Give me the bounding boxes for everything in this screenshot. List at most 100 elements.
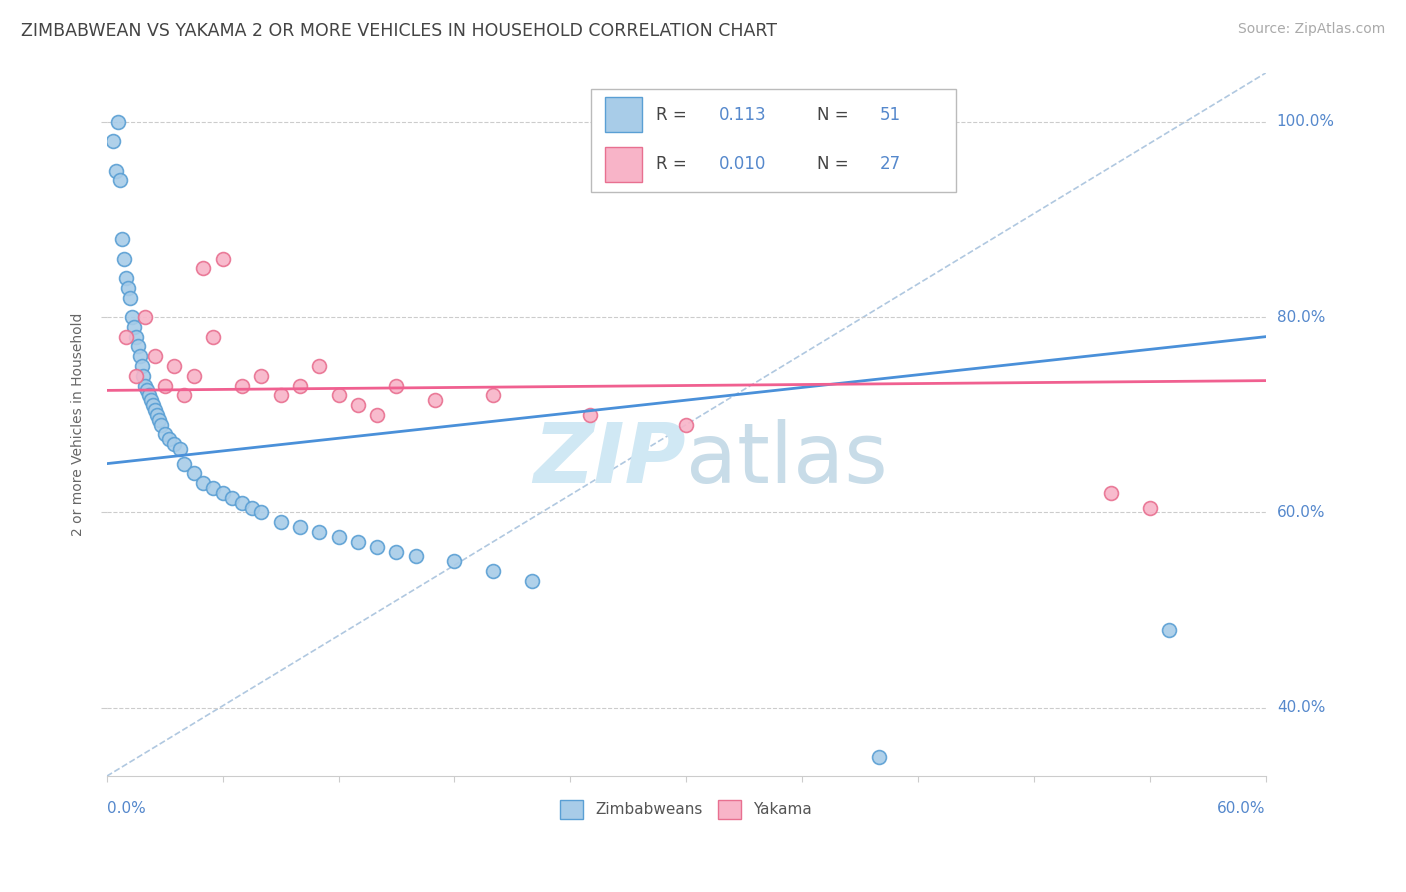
- Point: [143, 403, 166, 417]
- Point: [211, 486, 233, 500]
- Text: ZIMBABWEAN VS YAKAMA 2 OR MORE VEHICLES IN HOUSEHOLD CORRELATION CHART: ZIMBABWEAN VS YAKAMA 2 OR MORE VEHICLES …: [21, 22, 778, 40]
- Point: [385, 544, 408, 558]
- Point: [347, 398, 370, 412]
- Text: R =: R =: [657, 155, 692, 173]
- Point: [270, 515, 292, 529]
- Text: 0.010: 0.010: [718, 155, 766, 173]
- Point: [149, 417, 172, 432]
- Point: [231, 378, 253, 392]
- Point: [110, 173, 132, 187]
- Text: atlas: atlas: [686, 419, 889, 500]
- Point: [148, 413, 170, 427]
- Point: [128, 349, 150, 363]
- Point: [111, 232, 134, 246]
- Point: [308, 524, 330, 539]
- Point: [1157, 623, 1180, 637]
- Point: [163, 437, 186, 451]
- Point: [122, 319, 145, 334]
- Point: [250, 368, 273, 383]
- Point: [231, 496, 253, 510]
- Text: 60.0%: 60.0%: [1277, 505, 1326, 520]
- Point: [143, 349, 166, 363]
- Point: [115, 329, 138, 343]
- Point: [482, 388, 505, 402]
- Point: [117, 281, 139, 295]
- Point: [193, 476, 215, 491]
- Text: 100.0%: 100.0%: [1277, 114, 1334, 129]
- Point: [141, 393, 163, 408]
- Point: [183, 467, 205, 481]
- Point: [132, 368, 155, 383]
- Point: [169, 442, 191, 456]
- Point: [482, 564, 505, 578]
- Point: [366, 540, 388, 554]
- Point: [157, 432, 180, 446]
- Point: [131, 359, 153, 373]
- Point: [118, 291, 141, 305]
- Point: [211, 252, 233, 266]
- Point: [423, 393, 446, 408]
- Point: [578, 408, 600, 422]
- Text: Source: ZipAtlas.com: Source: ZipAtlas.com: [1237, 22, 1385, 37]
- Point: [183, 368, 205, 383]
- Point: [201, 481, 224, 495]
- Point: [134, 310, 156, 325]
- Text: 40.0%: 40.0%: [1277, 700, 1324, 715]
- Point: [240, 500, 263, 515]
- Legend: Zimbabweans, Yakama: Zimbabweans, Yakama: [554, 794, 818, 825]
- Point: [163, 359, 186, 373]
- Point: [1099, 486, 1122, 500]
- Point: [288, 378, 311, 392]
- Point: [328, 530, 350, 544]
- Point: [101, 134, 124, 148]
- Point: [173, 388, 195, 402]
- Text: ZIP: ZIP: [534, 419, 686, 500]
- Point: [153, 427, 176, 442]
- Point: [107, 115, 129, 129]
- Point: [328, 388, 350, 402]
- Text: 0.113: 0.113: [718, 106, 766, 124]
- Point: [221, 491, 243, 505]
- Point: [347, 534, 370, 549]
- Text: 51: 51: [879, 106, 900, 124]
- Point: [308, 359, 330, 373]
- Y-axis label: 2 or more Vehicles in Household: 2 or more Vehicles in Household: [72, 313, 86, 536]
- FancyBboxPatch shape: [605, 146, 641, 181]
- Point: [142, 398, 165, 412]
- Point: [675, 417, 697, 432]
- Text: 60.0%: 60.0%: [1218, 801, 1265, 816]
- Text: 80.0%: 80.0%: [1277, 310, 1324, 325]
- Point: [193, 261, 215, 276]
- Point: [385, 378, 408, 392]
- Text: 27: 27: [879, 155, 900, 173]
- Text: N =: N =: [817, 106, 853, 124]
- Point: [115, 271, 138, 285]
- Point: [1139, 500, 1161, 515]
- Point: [250, 506, 273, 520]
- Point: [134, 378, 156, 392]
- Point: [153, 378, 176, 392]
- Point: [201, 329, 224, 343]
- Point: [125, 329, 148, 343]
- Point: [146, 408, 169, 422]
- Point: [868, 749, 890, 764]
- Point: [405, 549, 427, 564]
- Point: [366, 408, 388, 422]
- Text: R =: R =: [657, 106, 692, 124]
- Point: [105, 163, 128, 178]
- Point: [270, 388, 292, 402]
- Point: [520, 574, 543, 588]
- FancyBboxPatch shape: [591, 89, 956, 192]
- Text: 0.0%: 0.0%: [107, 801, 145, 816]
- Point: [127, 339, 149, 353]
- Point: [121, 310, 143, 325]
- Point: [125, 368, 148, 383]
- FancyBboxPatch shape: [605, 97, 641, 132]
- Point: [112, 252, 135, 266]
- Point: [136, 384, 159, 398]
- Point: [138, 388, 160, 402]
- Point: [173, 457, 195, 471]
- Text: N =: N =: [817, 155, 853, 173]
- Point: [288, 520, 311, 534]
- Point: [443, 554, 465, 568]
